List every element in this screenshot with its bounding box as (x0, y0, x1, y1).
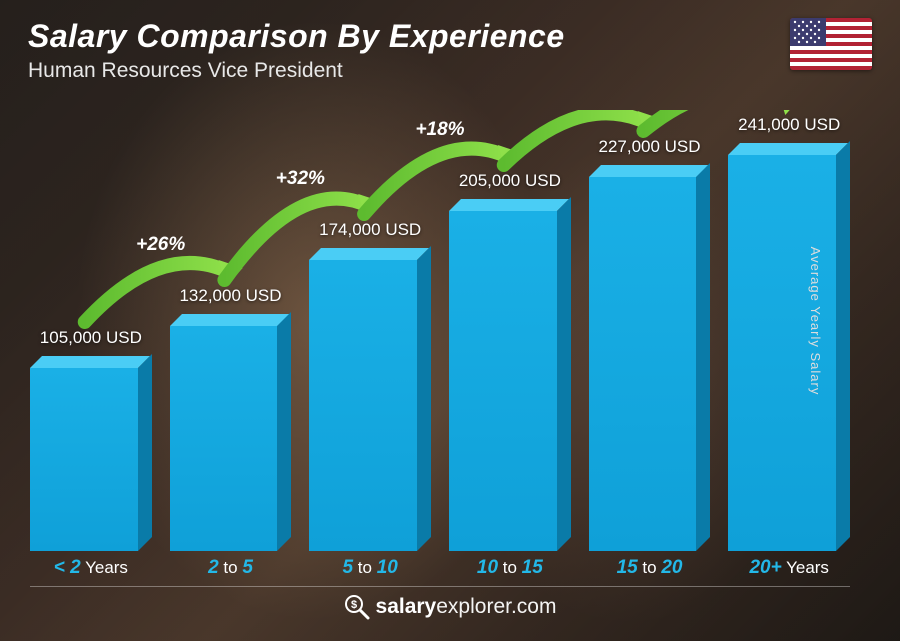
brand-logo: $ salaryexplorer.com (344, 594, 557, 620)
bar-column: 132,000 USD (170, 286, 292, 551)
bar-column: 241,000 USD (728, 115, 850, 551)
svg-text:$: $ (350, 599, 356, 611)
bar-value-label: 132,000 USD (179, 286, 281, 306)
footer-divider (30, 586, 850, 587)
brand-text-light: explorer (436, 595, 511, 618)
bar (309, 248, 431, 551)
chart-subtitle: Human Resources Vice President (28, 59, 872, 83)
chart-title: Salary Comparison By Experience (28, 18, 872, 55)
footer: $ salaryexplorer.com (0, 594, 900, 625)
y-axis-label: Average Yearly Salary (808, 246, 823, 395)
bar (170, 314, 292, 551)
bar-chart: 105,000 USD 132,000 USD 174,000 USD 205,000… (30, 110, 850, 579)
brand-text-suffix: .com (511, 595, 557, 618)
x-axis-category: 15 to 20 (589, 557, 711, 579)
header: Salary Comparison By Experience Human Re… (28, 18, 872, 83)
x-axis-category: < 2 Years (30, 557, 152, 579)
x-axis-category: 2 to 5 (170, 557, 292, 579)
bar-column: 205,000 USD (449, 171, 571, 551)
brand-text-bold: salary (376, 595, 437, 618)
bar-value-label: 174,000 USD (319, 220, 421, 240)
bar-column: 105,000 USD (30, 328, 152, 551)
bar (30, 356, 152, 551)
bar (728, 143, 850, 551)
x-axis-category: 10 to 15 (449, 557, 571, 579)
x-axis-category: 5 to 10 (309, 557, 431, 579)
magnifier-dollar-icon: $ (344, 594, 370, 620)
x-axis-category: 20+ Years (728, 557, 850, 579)
bar-column: 227,000 USD (589, 137, 711, 551)
us-flag-icon (790, 18, 872, 70)
bar-value-label: 105,000 USD (40, 328, 142, 348)
bar-value-label: 205,000 USD (459, 171, 561, 191)
bar-value-label: 241,000 USD (738, 115, 840, 135)
bar (449, 199, 571, 551)
bar-column: 174,000 USD (309, 220, 431, 551)
bar-value-label: 227,000 USD (598, 137, 700, 157)
bar (589, 165, 711, 551)
